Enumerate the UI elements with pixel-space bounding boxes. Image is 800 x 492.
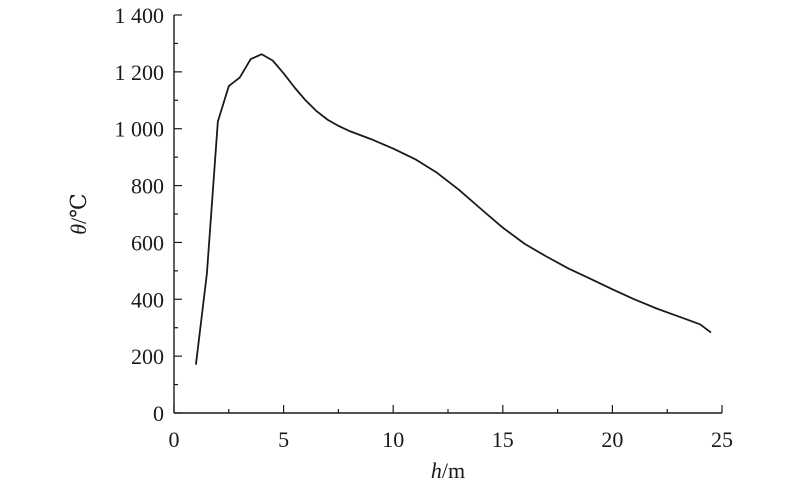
plot-area bbox=[195, 53, 712, 365]
axes bbox=[173, 15, 722, 414]
y-tick-label: 1 000 bbox=[115, 117, 165, 142]
y-tick-label: 0 bbox=[153, 401, 164, 426]
y-axis-label: θ/℃ bbox=[66, 193, 91, 235]
y-tick-label: 600 bbox=[131, 230, 164, 255]
y-axis-label-var: θ bbox=[66, 224, 91, 235]
x-axis-ticks: 0 5 10 15 20 25 bbox=[169, 405, 733, 452]
y-tick-label: 1 200 bbox=[115, 60, 165, 85]
x-tick-label: 0 bbox=[169, 427, 180, 452]
y-tick-label: 1 400 bbox=[115, 3, 165, 28]
x-tick-label: 25 bbox=[711, 427, 733, 452]
y-tick-label: 200 bbox=[131, 344, 164, 369]
y-axis-label-unit: /℃ bbox=[66, 193, 91, 224]
y-axis-ticks: 0 200 400 600 800 1 000 1 200 1 400 bbox=[115, 3, 182, 426]
x-axis-label: h/m bbox=[431, 458, 465, 483]
x-tick-label: 15 bbox=[492, 427, 514, 452]
x-axis-label-var: h bbox=[431, 458, 442, 483]
x-axis-label-unit: /m bbox=[442, 458, 465, 483]
x-tick-label: 20 bbox=[601, 427, 623, 452]
y-tick-label: 400 bbox=[131, 287, 164, 312]
x-tick-label: 10 bbox=[382, 427, 404, 452]
y-tick-label: 800 bbox=[131, 174, 164, 199]
series-line bbox=[195, 53, 712, 365]
x-tick-label: 5 bbox=[278, 427, 289, 452]
